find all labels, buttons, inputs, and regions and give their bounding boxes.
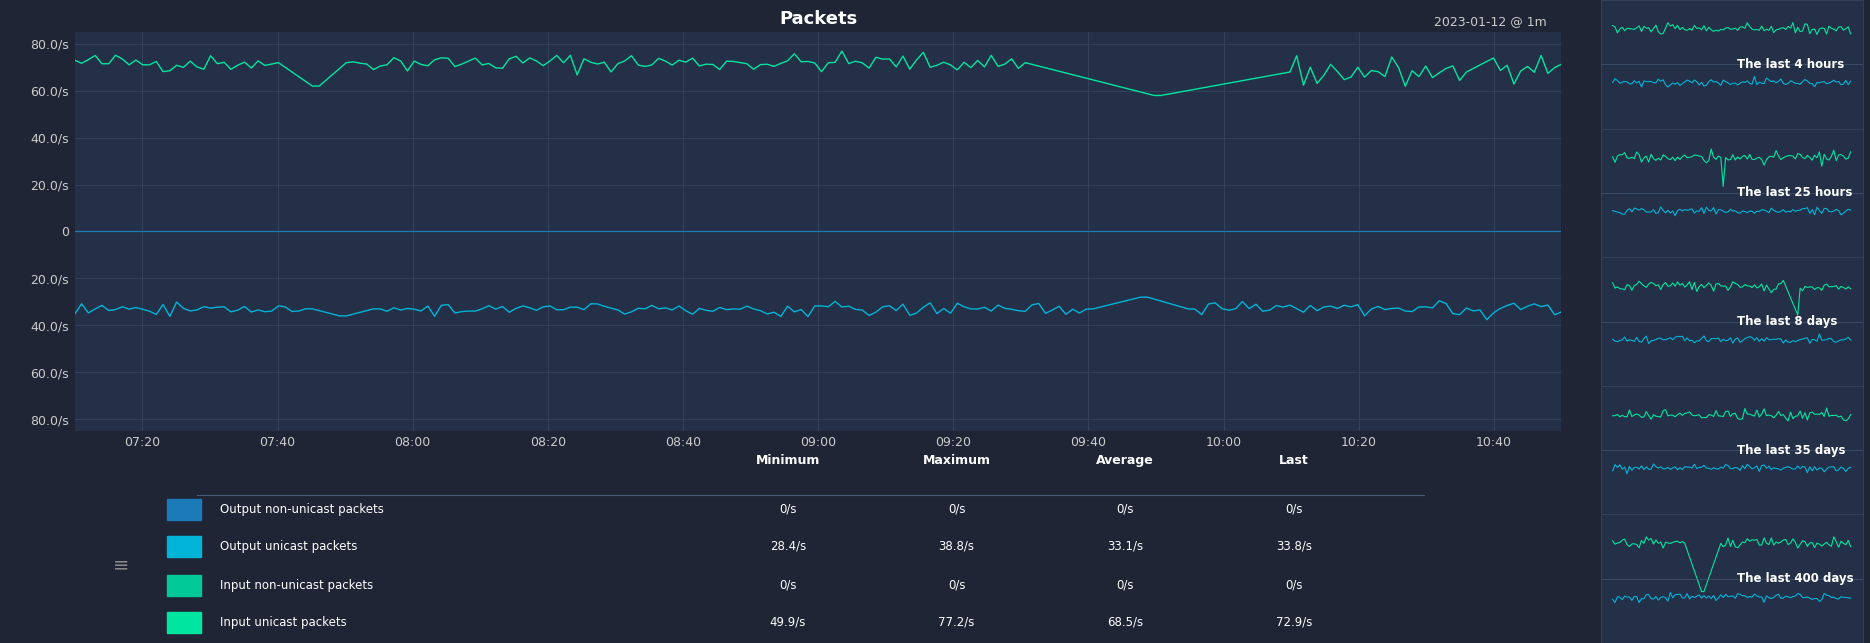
Text: 77.2/s: 77.2/s xyxy=(939,616,974,629)
Text: The last 400 days: The last 400 days xyxy=(1737,572,1853,585)
Text: 0/s: 0/s xyxy=(1285,579,1303,592)
Text: The last 35 days: The last 35 days xyxy=(1737,444,1846,457)
Text: The last 4 hours: The last 4 hours xyxy=(1737,58,1844,71)
Text: Minimum: Minimum xyxy=(755,454,821,467)
Text: Output non-unicast packets: Output non-unicast packets xyxy=(221,503,385,516)
Text: Output unicast packets: Output unicast packets xyxy=(221,539,357,553)
Bar xyxy=(166,612,200,633)
Text: Maximum: Maximum xyxy=(922,454,991,467)
Text: Input non-unicast packets: Input non-unicast packets xyxy=(221,579,374,592)
Text: The last 8 days: The last 8 days xyxy=(1737,315,1836,328)
Text: Last: Last xyxy=(1279,454,1309,467)
Title: Packets: Packets xyxy=(780,10,856,28)
Text: 72.9/s: 72.9/s xyxy=(1275,616,1313,629)
Text: 33.1/s: 33.1/s xyxy=(1107,539,1143,553)
Text: 0/s: 0/s xyxy=(948,503,965,516)
Text: 0/s: 0/s xyxy=(780,579,797,592)
Text: The last 25 hours: The last 25 hours xyxy=(1737,186,1851,199)
Bar xyxy=(166,575,200,595)
Text: 49.9/s: 49.9/s xyxy=(770,616,806,629)
Text: 2023-01-12 @ 1m: 2023-01-12 @ 1m xyxy=(1434,15,1546,28)
Text: 38.8/s: 38.8/s xyxy=(939,539,974,553)
Text: 0/s: 0/s xyxy=(1285,503,1303,516)
Text: 33.8/s: 33.8/s xyxy=(1275,539,1313,553)
Text: ≡: ≡ xyxy=(112,556,129,574)
Text: 0/s: 0/s xyxy=(780,503,797,516)
Text: 0/s: 0/s xyxy=(948,579,965,592)
Text: 0/s: 0/s xyxy=(1116,503,1133,516)
Text: 68.5/s: 68.5/s xyxy=(1107,616,1143,629)
Text: 28.4/s: 28.4/s xyxy=(770,539,806,553)
Text: Average: Average xyxy=(1096,454,1154,467)
Bar xyxy=(166,536,200,557)
Bar xyxy=(166,499,200,520)
Text: 0/s: 0/s xyxy=(1116,579,1133,592)
Text: Input unicast packets: Input unicast packets xyxy=(221,616,348,629)
